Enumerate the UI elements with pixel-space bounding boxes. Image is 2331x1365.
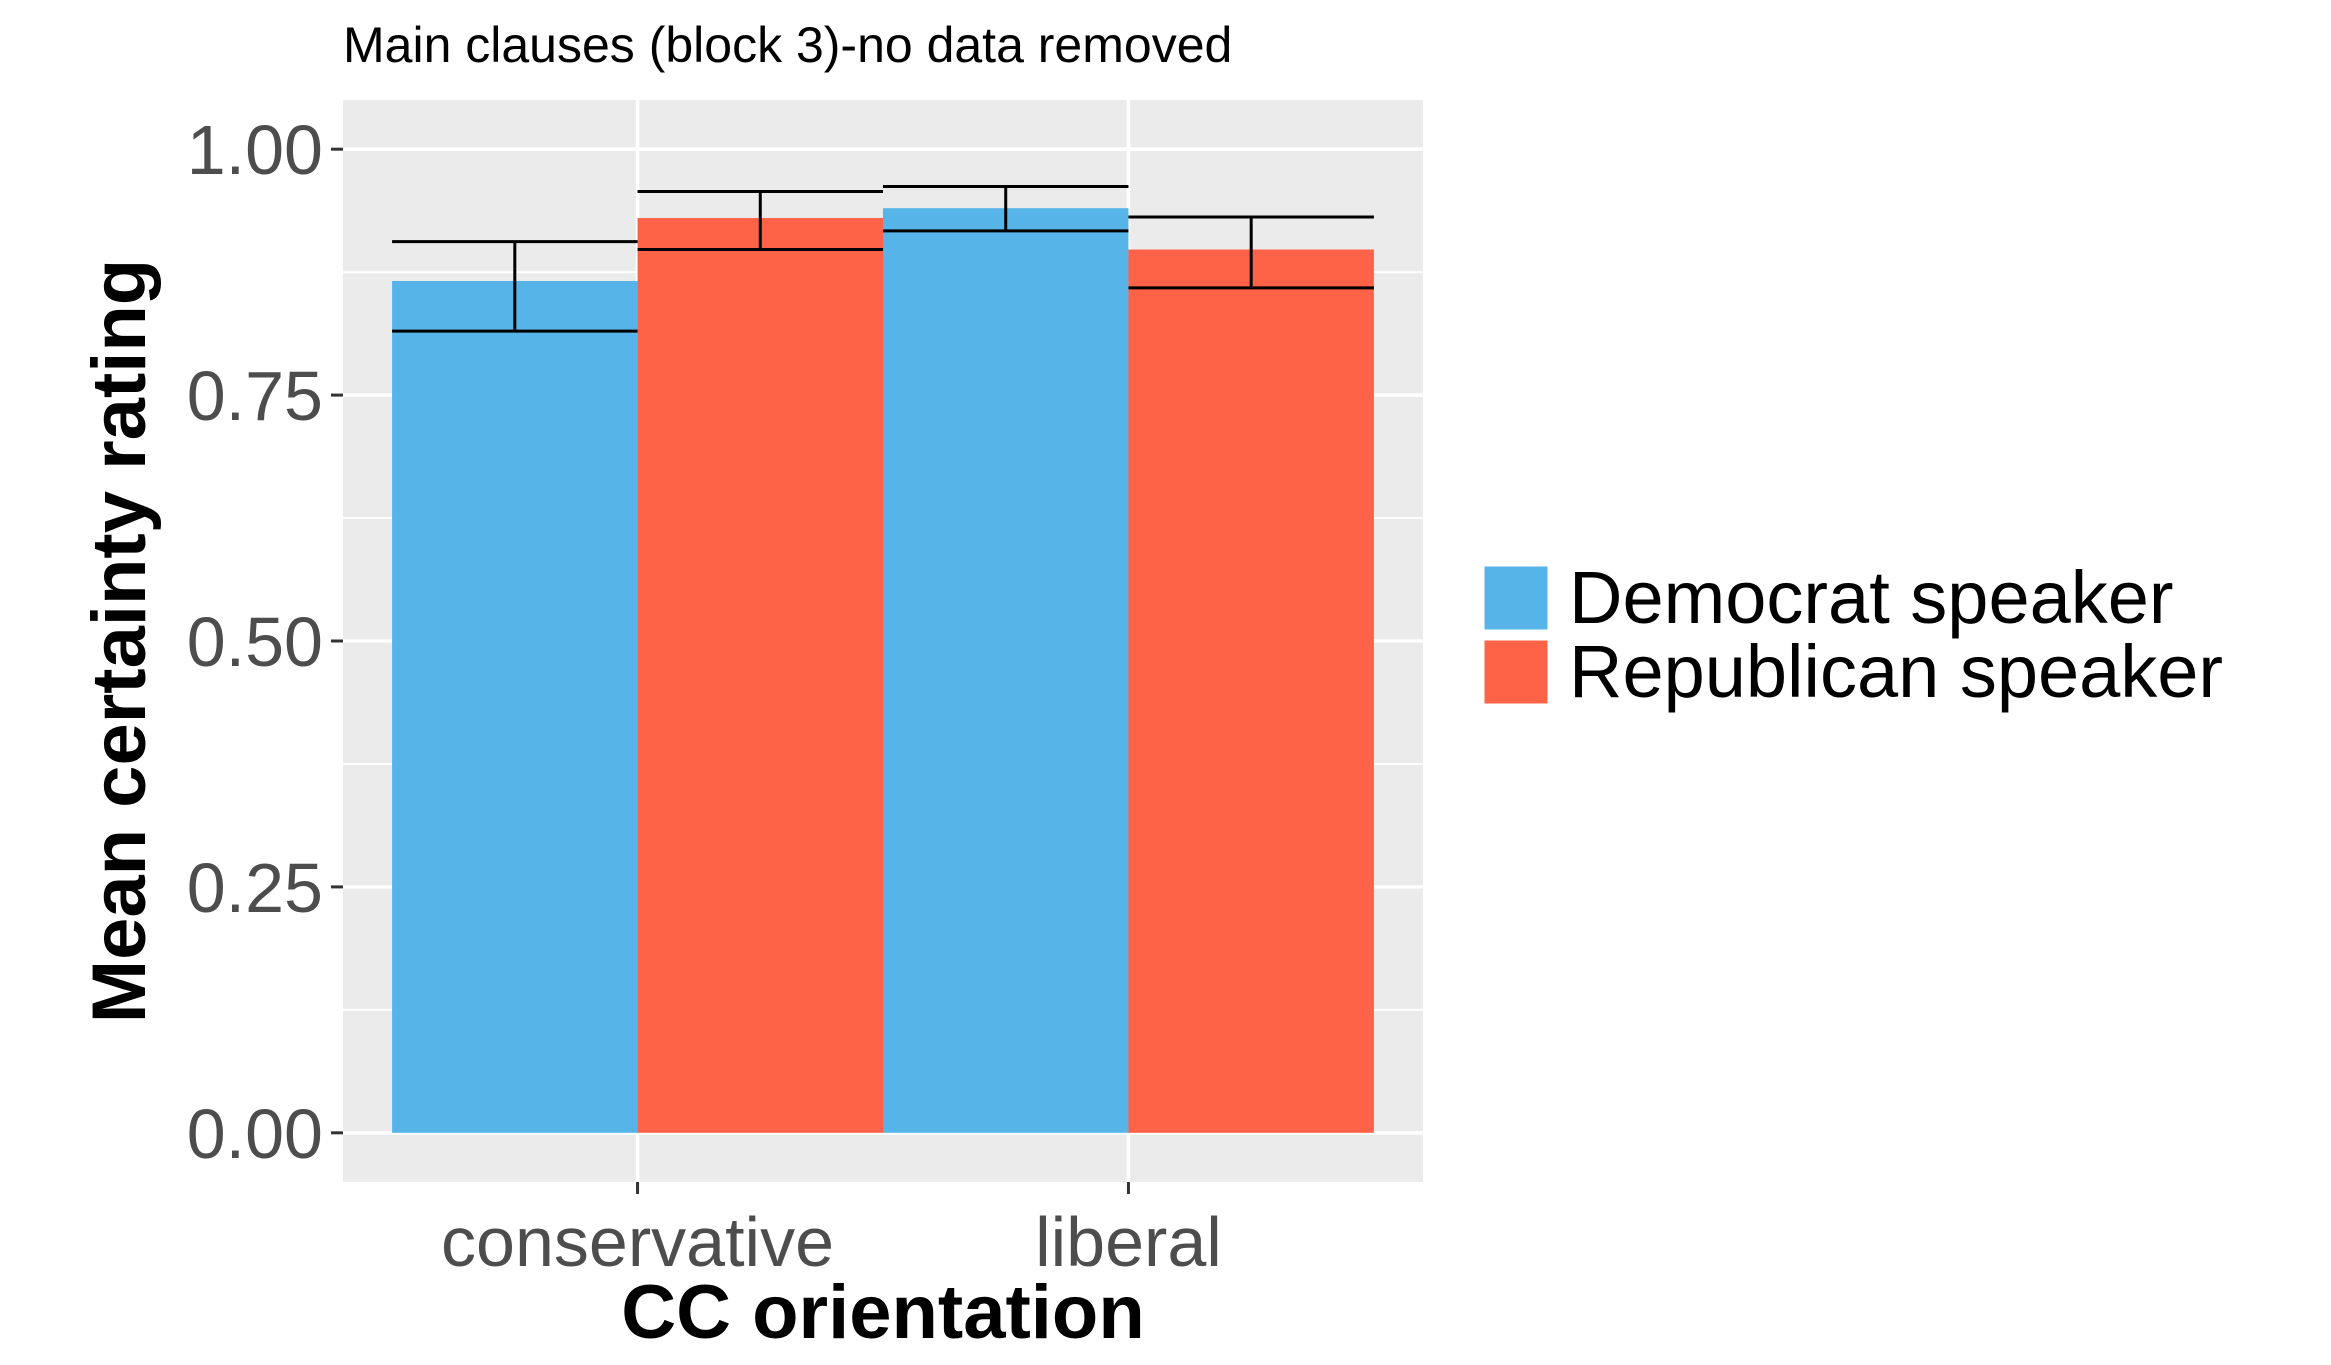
x-tick-label: conservative bbox=[441, 1203, 834, 1281]
bar bbox=[392, 280, 638, 1133]
y-tick-label: 0.00 bbox=[187, 1095, 323, 1173]
legend-key bbox=[1481, 563, 1551, 633]
y-tick-label: 0.75 bbox=[187, 357, 323, 435]
x-tick-label: liberal bbox=[1035, 1203, 1222, 1281]
y-tick-label: 0.25 bbox=[187, 849, 323, 927]
bar bbox=[637, 218, 883, 1133]
chart-title: Main clauses (block 3)-no data removed bbox=[343, 17, 1232, 73]
y-tick-label: 0.50 bbox=[187, 603, 323, 681]
error-bars bbox=[392, 185, 1374, 333]
legend-key bbox=[1481, 637, 1551, 707]
y-tick-label: 1.00 bbox=[187, 111, 323, 189]
legend-label: Democrat speaker bbox=[1569, 556, 2174, 639]
bars bbox=[392, 208, 1374, 1133]
legend-label: Republican speaker bbox=[1569, 630, 2223, 713]
bar bbox=[883, 208, 1129, 1133]
x-axis-title: CC orientation bbox=[621, 1270, 1145, 1355]
y-axis-title: Mean certainty rating bbox=[77, 259, 162, 1023]
y-axis: 0.00 0.25 0.50 0.75 1.00 bbox=[187, 111, 343, 1173]
bar bbox=[1128, 249, 1374, 1133]
x-axis: conservative liberal bbox=[441, 1182, 1222, 1281]
